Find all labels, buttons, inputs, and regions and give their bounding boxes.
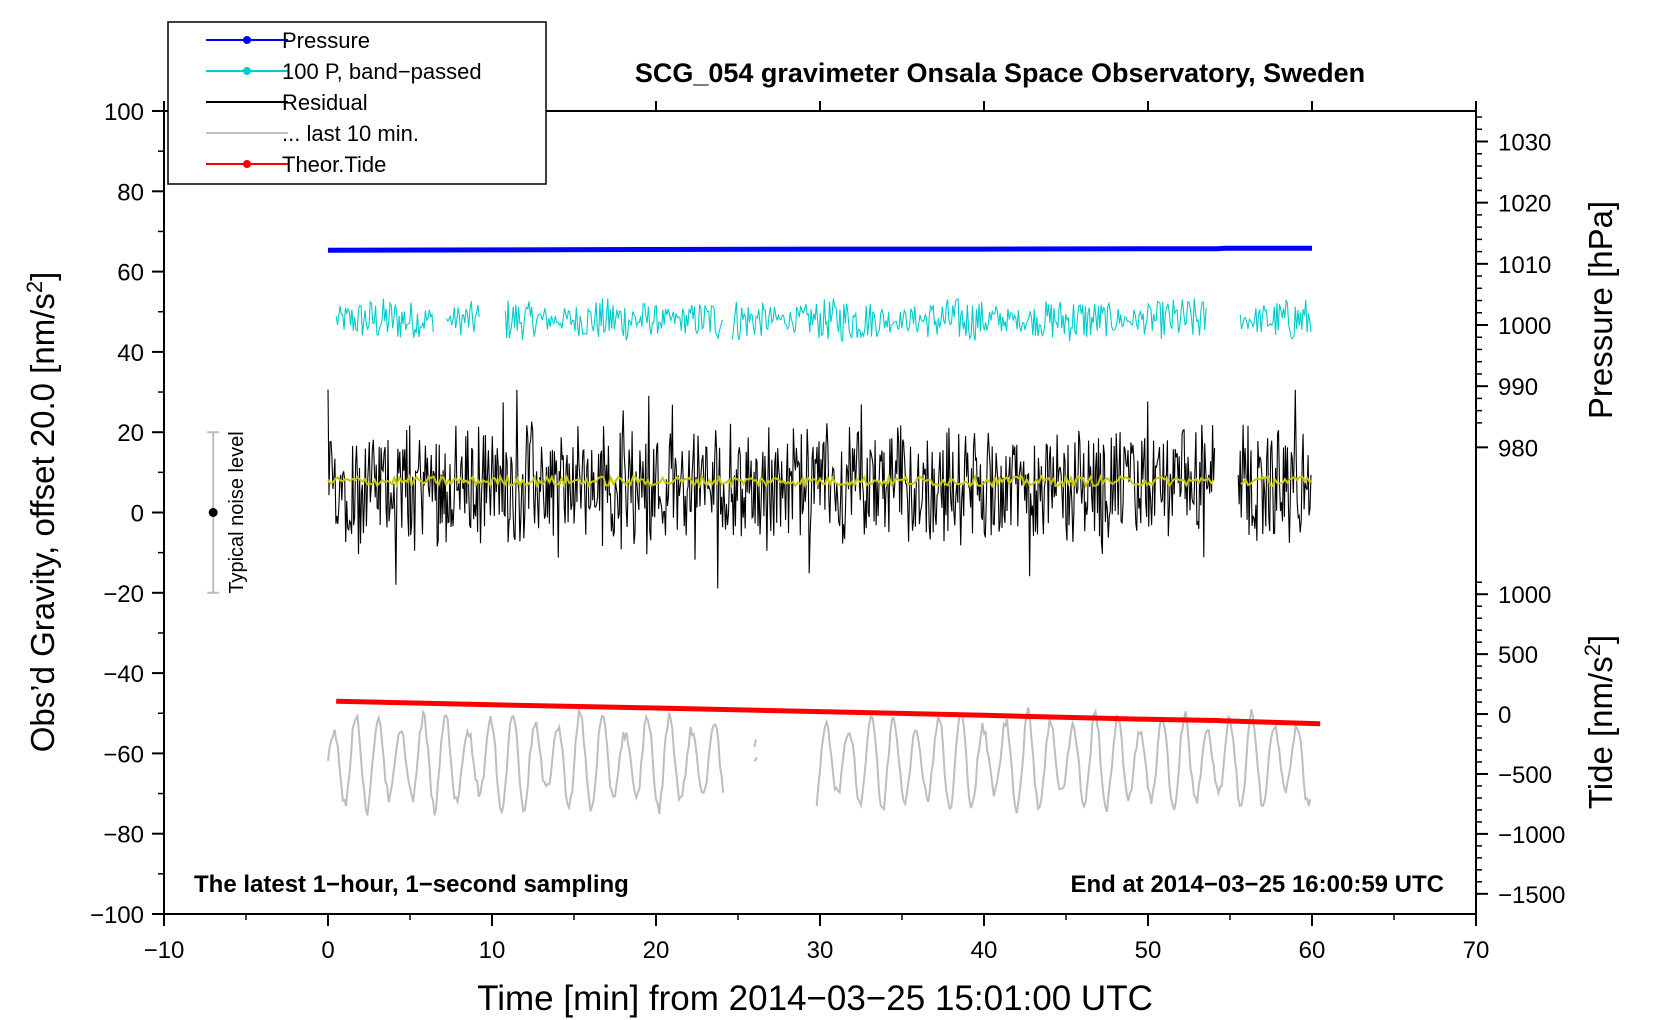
noise-level-label: Typical noise level	[226, 431, 248, 593]
y-axis-label-tide-main: Tide [nm/s	[1582, 656, 1619, 809]
legend-label: ... last 10 min.	[282, 121, 419, 146]
y-tick-label: −60	[103, 741, 144, 768]
y-tick-label: −80	[103, 822, 144, 849]
legend-label: 100 P, band−passed	[282, 59, 482, 84]
y-axis-label-left-end: ]	[24, 272, 61, 281]
y-axis-label-tide: Tide [nm/s2]	[1580, 635, 1620, 809]
series-last-10-min	[327, 706, 1312, 816]
legend: Pressure 100 P, band−passed Residual ... la…	[167, 21, 547, 185]
y-axis-label-tide-sup: 2	[1580, 644, 1605, 656]
tide-tick-label: −1000	[1498, 822, 1565, 849]
pressure-tick-label: 1010	[1498, 252, 1551, 279]
y-axis-label-left-main: Obs’d Gravity, offset 20.0 [nm/s	[24, 293, 61, 752]
x-tick-label: −10	[144, 937, 185, 964]
y-tick-label: −100	[90, 902, 144, 929]
y-tick-label: 60	[117, 260, 144, 287]
y-tick-label: 40	[117, 340, 144, 367]
pressure-tick-label: 980	[1498, 435, 1538, 462]
legend-label: Residual	[282, 90, 368, 115]
pressure-tick-label: 1020	[1498, 191, 1551, 218]
tide-tick-label: 0	[1498, 702, 1511, 729]
tide-tick-label: −500	[1498, 762, 1552, 789]
series-last-10-min-fragment	[753, 756, 758, 762]
pressure-tick-label: 990	[1498, 374, 1538, 401]
x-tick-label: 60	[1299, 937, 1326, 964]
tide-tick-label: 1000	[1498, 582, 1551, 609]
noise-level-indicator: Typical noise level	[207, 431, 248, 594]
series-residual	[327, 389, 1312, 589]
note-left: The latest 1−hour, 1−second sampling	[194, 871, 629, 898]
x-tick-label: 30	[807, 937, 834, 964]
note-right: End at 2014−03−25 16:00:59 UTC	[1070, 871, 1444, 898]
y-tick-label: 20	[117, 420, 144, 447]
noise-bar-center	[208, 508, 218, 517]
y-tick-label: 80	[117, 179, 144, 206]
x-tick-label: 50	[1135, 937, 1162, 964]
tide-tick-label: 500	[1498, 642, 1538, 669]
x-axis: −10 0 10 20 30 40 50 60 70	[144, 101, 1490, 964]
legend-label: Theor.Tide	[282, 152, 386, 177]
chart-title: SCG_054 gravimeter Onsala Space Observat…	[635, 58, 1365, 88]
tide-tick-label: −1500	[1498, 882, 1565, 909]
series-theor-tide	[336, 698, 1321, 727]
x-axis-label: Time [min] from 2014−03−25 15:01:00 UTC	[477, 979, 1153, 1018]
x-tick-label: 0	[321, 937, 334, 964]
y-tick-label: −20	[103, 581, 144, 608]
x-tick-label: 40	[971, 937, 998, 964]
x-tick-label: 20	[643, 937, 670, 964]
series-residual-smoothed	[327, 473, 1313, 490]
legend-marker	[243, 36, 251, 44]
y-tick-label: −40	[103, 661, 144, 688]
legend-marker	[243, 67, 251, 75]
y-axis-left: −100 −80 −60 −40 −20 0 20 40 60 80 100	[90, 99, 164, 929]
legend-label: Pressure	[282, 28, 370, 53]
series-pressure	[327, 245, 1312, 253]
x-tick-label: 10	[479, 937, 506, 964]
legend-marker	[243, 160, 251, 168]
y-axis-label-left: Obs’d Gravity, offset 20.0 [nm/s2]	[22, 272, 62, 753]
series-layer	[327, 245, 1321, 816]
y-axis-pressure: 980 990 1000 1010 1020 1030	[1476, 116, 1551, 462]
y-axis-label-pressure: Pressure [hPa]	[1582, 201, 1619, 419]
y-axis-tide: −1500 −1000 −500 0 500 1000	[1476, 581, 1565, 909]
y-tick-label: 0	[131, 501, 144, 528]
y-axis-label-tide-end: ]	[1582, 635, 1619, 644]
x-tick-label: 70	[1463, 937, 1490, 964]
y-tick-label: 100	[104, 99, 144, 126]
pressure-tick-label: 1000	[1498, 313, 1551, 340]
pressure-tick-label: 1030	[1498, 129, 1551, 156]
series-band-passed	[335, 298, 1312, 343]
y-axis-label-left-sup: 2	[22, 281, 47, 293]
